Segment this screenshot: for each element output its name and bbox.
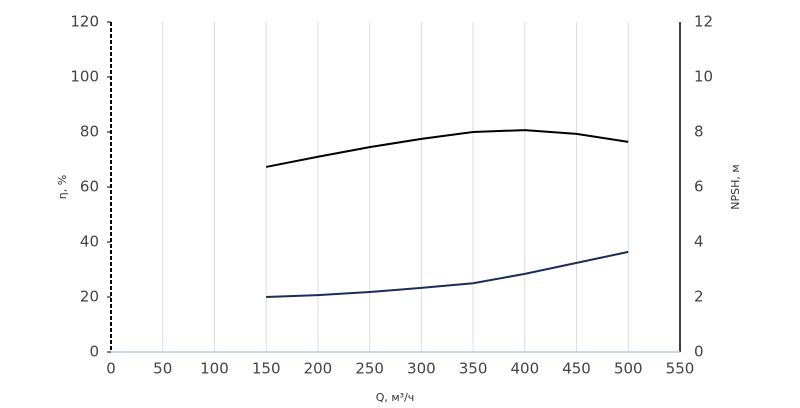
x-axis-label: Q, м³/ч bbox=[376, 391, 415, 404]
y-tick-label: 120 bbox=[70, 13, 99, 31]
x-tick-label: 500 bbox=[614, 360, 643, 378]
x-tick-label: 400 bbox=[510, 360, 539, 378]
y2-tick-label: 8 bbox=[694, 123, 704, 141]
y-tick-label: 40 bbox=[80, 233, 99, 251]
x-tick-label: 350 bbox=[459, 360, 488, 378]
y-axis-label: η, % bbox=[56, 175, 69, 199]
x-tick-label: 450 bbox=[562, 360, 591, 378]
x-tick-label: 200 bbox=[304, 360, 333, 378]
y2-axis-label: NPSH, м bbox=[729, 164, 742, 209]
y-tick-label: 20 bbox=[80, 288, 99, 306]
y2-tick-label: 10 bbox=[694, 68, 713, 86]
y-tick-label: 0 bbox=[89, 343, 99, 361]
y-tick-label: 100 bbox=[70, 68, 99, 86]
y2-tick-label: 12 bbox=[694, 13, 713, 31]
x-tick-label: 250 bbox=[355, 360, 384, 378]
y-tick-label: 60 bbox=[80, 178, 99, 196]
y2-tick-label: 6 bbox=[694, 178, 704, 196]
y2-tick-label: 0 bbox=[694, 343, 704, 361]
x-tick-label: 0 bbox=[106, 360, 116, 378]
series-line bbox=[265, 129, 629, 168]
y-tick-label: 80 bbox=[80, 123, 99, 141]
x-tick-label: 300 bbox=[407, 360, 436, 378]
x-tick-label: 150 bbox=[252, 360, 281, 378]
x-tick-label: 550 bbox=[666, 360, 695, 378]
series-line bbox=[266, 250, 629, 298]
y2-tick-label: 4 bbox=[694, 233, 704, 251]
x-tick-label: 100 bbox=[200, 360, 229, 378]
y2-tick-label: 2 bbox=[694, 288, 704, 306]
x-tick-label: 50 bbox=[153, 360, 172, 378]
